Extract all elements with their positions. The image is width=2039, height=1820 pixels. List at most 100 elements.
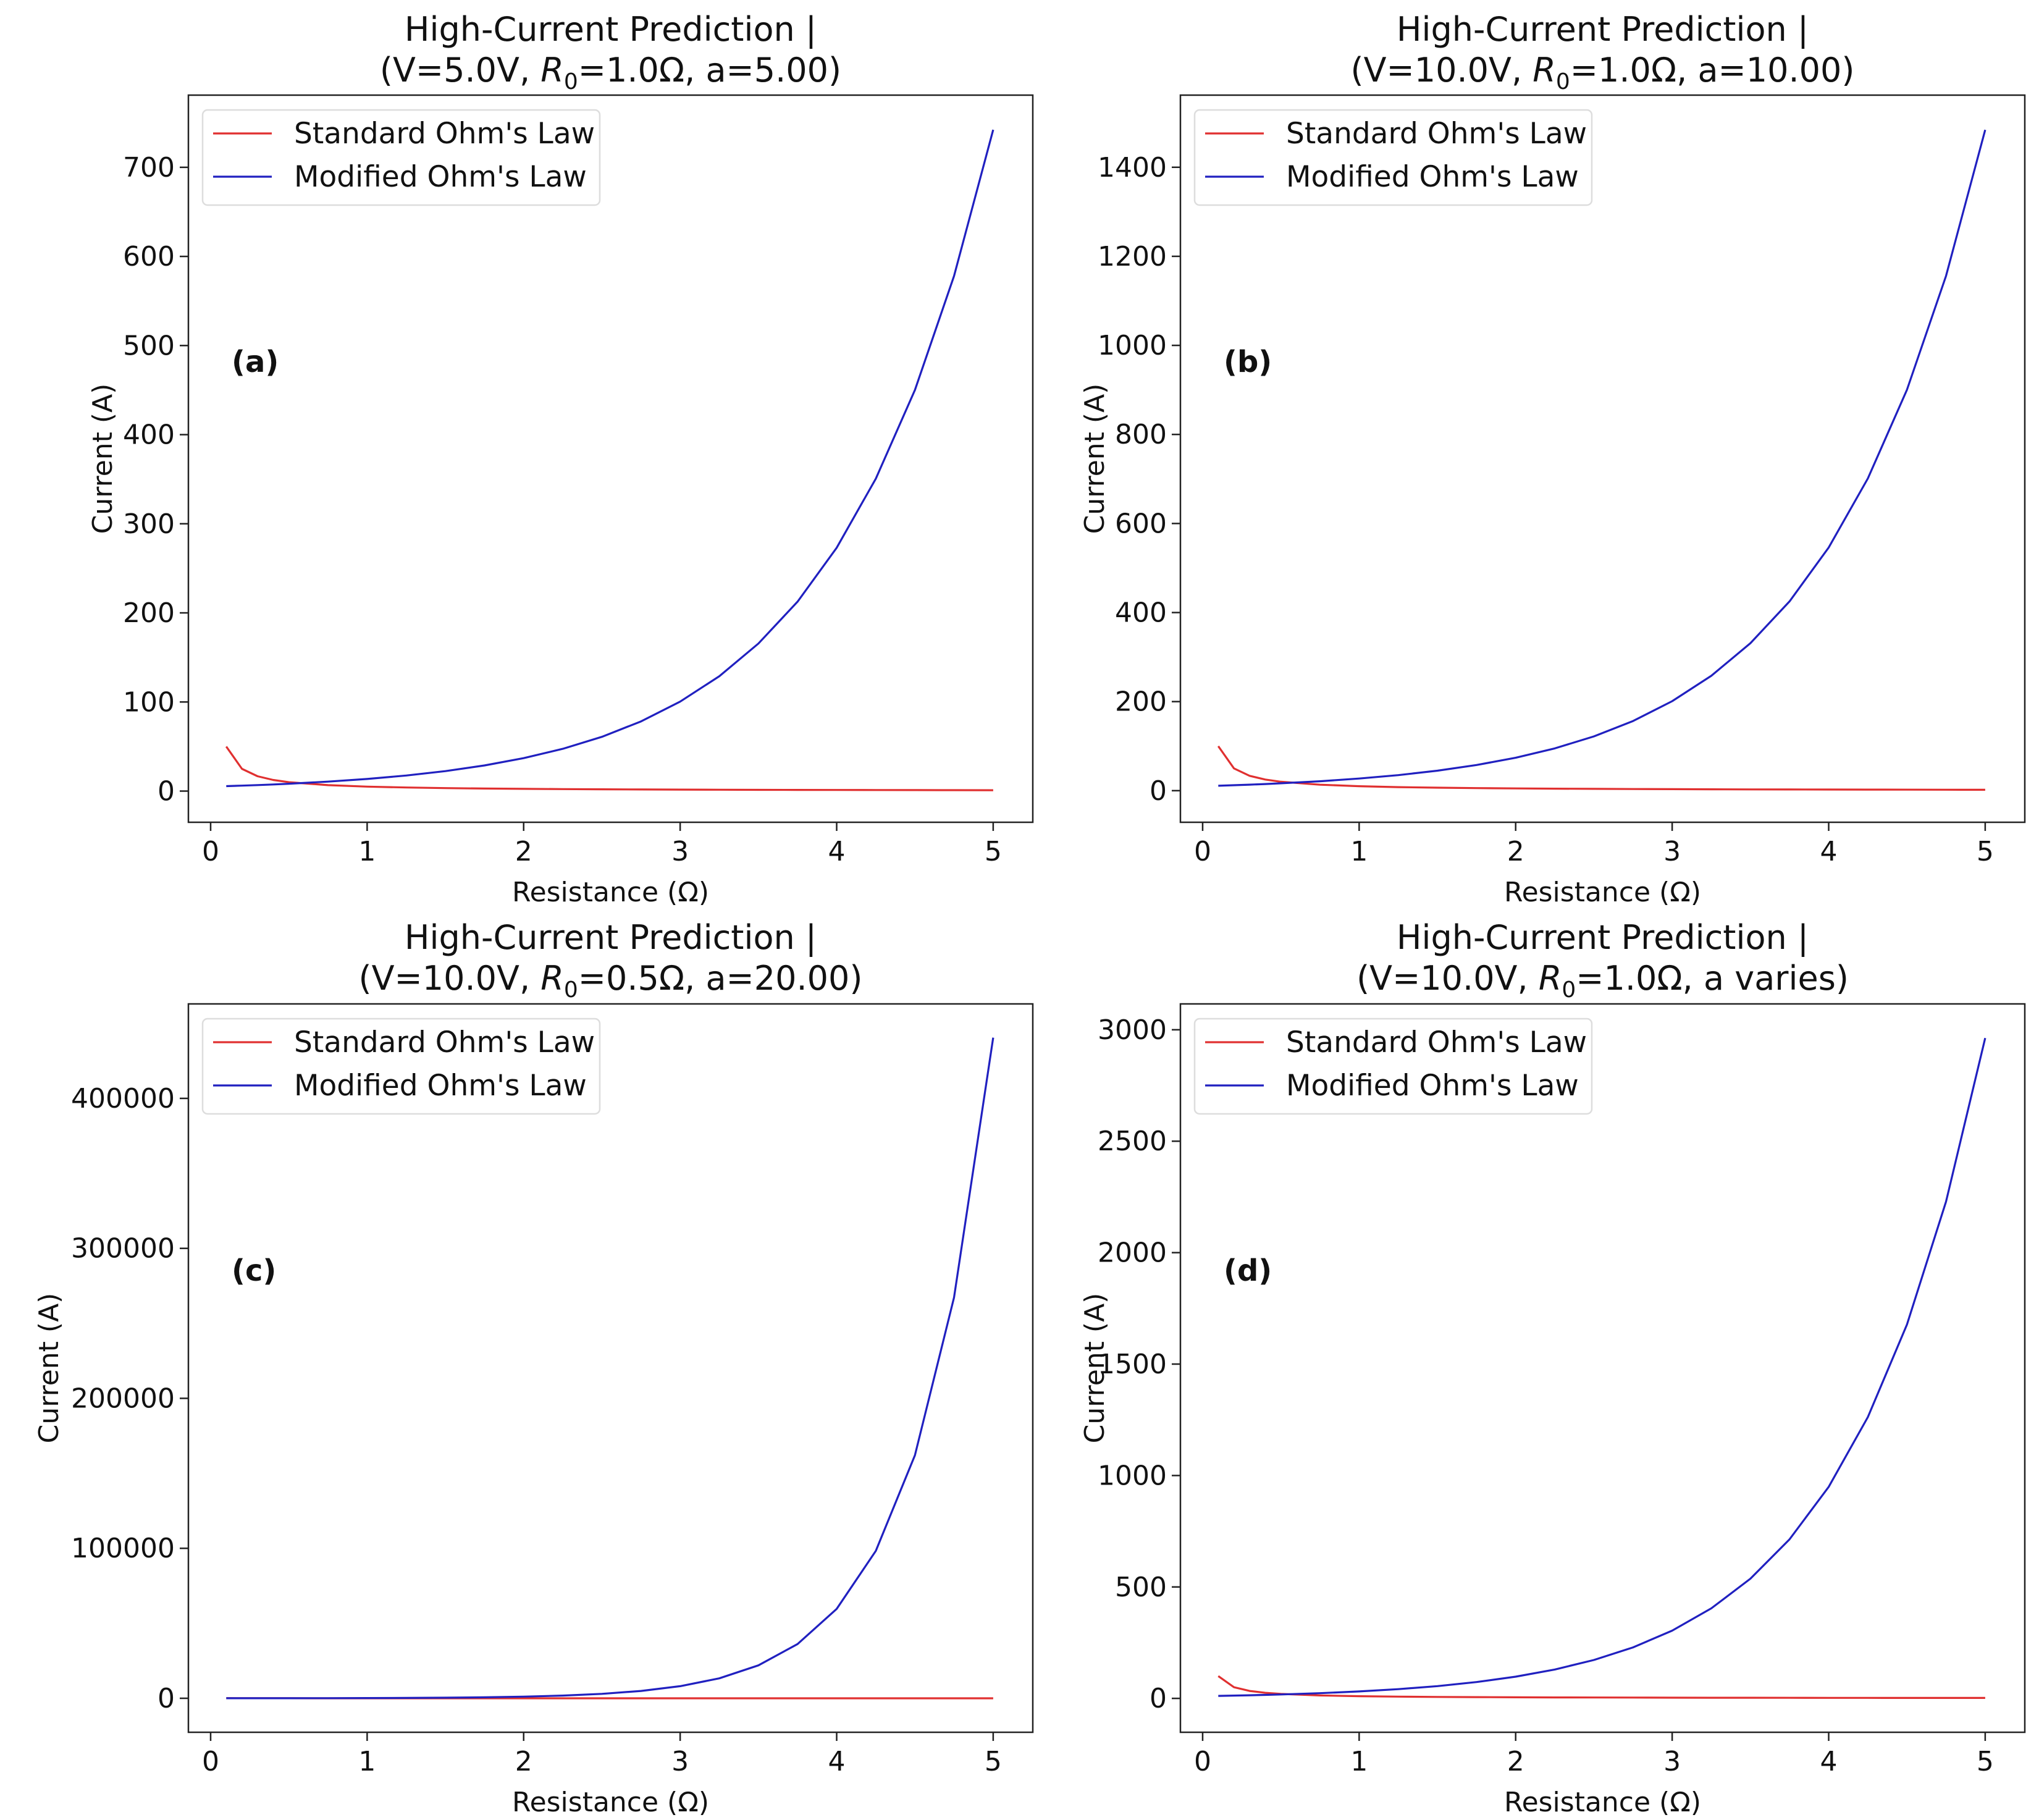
y-axis-label: Current (A) [1079,384,1111,534]
y-tick-label: 500 [123,330,175,361]
y-tick-label: 3000 [1098,1014,1167,1046]
legend-label: Modified Ohm's Law [294,1069,587,1103]
y-axis-label: Current (A) [87,384,119,534]
axes-frame [187,1003,1034,1734]
x-tick-label: 1 [1350,1746,1368,1777]
x-tick-label: 5 [985,1746,1002,1777]
x-tick-label: 2 [1507,836,1524,867]
chart-title-line2: (V=5.0V, R0=1.0Ω, a=5.00) [380,51,841,95]
legend-box [201,109,601,206]
y-tick-label: 200 [123,597,175,629]
y-tick-label: 300000 [71,1233,175,1265]
x-tick-label: 3 [671,836,689,867]
x-tick-label: 3 [1663,1746,1681,1777]
legend-box [1193,109,1593,206]
title-r-symbol: R [1539,959,1562,998]
title-params-start: (V=10.0V, [359,959,541,998]
y-tick-label: 200000 [71,1383,175,1414]
series-line-standard [1217,745,1985,791]
legend-label: Standard Ohm's Law [1286,117,1587,151]
legend-label: Modified Ohm's Law [1286,1069,1579,1103]
panel-label: (c) [232,1253,276,1288]
y-tick-label: 1400 [1098,152,1167,183]
y-tick-label: 500 [1115,1572,1167,1603]
title-params-start: (V=5.0V, [380,51,540,90]
chart-title-line1: High-Current Prediction | [405,10,817,49]
x-axis-label: Resistance (Ω) [512,1787,709,1818]
x-tick-label: 1 [358,836,376,867]
y-tick-label: 1500 [1098,1349,1167,1380]
x-tick-label: 4 [1820,836,1838,867]
x-tick-label: 4 [1820,1746,1838,1777]
y-tick-label: 1200 [1098,241,1167,272]
legend-box [1193,1017,1593,1115]
x-tick-label: 4 [828,836,846,867]
series-line-modified [1218,1037,1986,1697]
x-tick-label: 3 [1663,836,1681,867]
series-line-modified [1218,129,1986,787]
y-tick-label: 0 [1150,1683,1167,1714]
title-r-symbol: R [540,51,564,90]
x-tick-label: 1 [1350,836,1368,867]
chart-panel-d: High-Current Prediction |(V=10.0V, R0=1.… [1079,918,2026,1818]
title-params-end: =1.0Ω, a varies) [1576,959,1849,998]
axes-frame [1179,1003,2026,1734]
chart-panel-b: High-Current Prediction |(V=10.0V, R0=1.… [1079,10,2026,908]
title-params-start: (V=10.0V, [1356,959,1539,998]
x-axis-label: Resistance (Ω) [512,877,709,908]
x-tick-label: 1 [358,1746,376,1777]
x-axis-label: Resistance (Ω) [1504,877,1701,908]
y-tick-label: 1000 [1098,330,1167,361]
y-tick-label: 2000 [1098,1237,1167,1269]
y-tick-label: 400 [1115,597,1167,629]
y-axis-label: Current (A) [1079,1293,1111,1444]
legend: Standard Ohm's Law Modified Ohm's Law [201,1017,601,1115]
x-tick-label: 0 [1194,1746,1211,1777]
y-axis-label: Current (A) [33,1293,65,1444]
legend: Standard Ohm's Law Modified Ohm's Law [1193,1017,1593,1115]
title-params-start: (V=10.0V, [1351,51,1533,90]
legend-label: Standard Ohm's Law [294,117,595,151]
chart-title-line1: High-Current Prediction | [1397,918,1809,957]
x-tick-label: 0 [202,1746,219,1777]
y-tick-label: 100 [123,686,175,718]
series-line-standard [1217,1675,1985,1699]
y-tick-label: 400000 [71,1083,175,1114]
y-tick-label: 700 [123,152,175,183]
series-line-modified [226,1037,994,1700]
panel-label: (b) [1224,345,1272,379]
panel-label: (d) [1224,1253,1272,1288]
legend-label: Modified Ohm's Law [1286,160,1579,194]
x-tick-label: 2 [1507,1746,1524,1777]
chart-title-line2: (V=10.0V, R0=1.0Ω, a=10.00) [1351,51,1855,95]
title-r-symbol: R [1532,51,1556,90]
legend-label: Modified Ohm's Law [294,160,587,194]
y-tick-label: 300 [123,508,175,540]
axes-frame [1179,94,2026,824]
x-tick-label: 0 [202,836,219,867]
x-tick-label: 3 [671,1746,689,1777]
y-tick-label: 1000 [1098,1460,1167,1491]
x-tick-label: 5 [985,836,1002,867]
x-axis-label: Resistance (Ω) [1504,1787,1701,1818]
y-tick-label: 0 [1150,775,1167,807]
chart-title-line2: (V=10.0V, R0=1.0Ω, a varies) [1356,959,1849,1003]
chart-title-line2: (V=10.0V, R0=0.5Ω, a=20.00) [359,959,863,1003]
legend: Standard Ohm's Law Modified Ohm's Law [201,109,601,206]
y-tick-label: 600 [1115,508,1167,539]
chart-panel-c: High-Current Prediction |(V=10.0V, R0=0.… [33,918,1034,1818]
title-subscript: 0 [1556,69,1570,95]
axes-frame [187,94,1034,824]
y-tick-label: 200 [1115,686,1167,718]
title-params-end: =1.0Ω, a=5.00) [578,51,841,90]
x-tick-label: 2 [515,1746,532,1777]
series-line-modified [226,129,994,788]
title-r-symbol: R [540,959,564,998]
x-tick-label: 5 [1977,836,1994,867]
title-subscript: 0 [564,69,578,95]
title-subscript: 0 [564,977,578,1003]
legend-label: Standard Ohm's Law [1286,1026,1587,1060]
legend-box [201,1017,601,1115]
y-tick-label: 100000 [71,1533,175,1564]
